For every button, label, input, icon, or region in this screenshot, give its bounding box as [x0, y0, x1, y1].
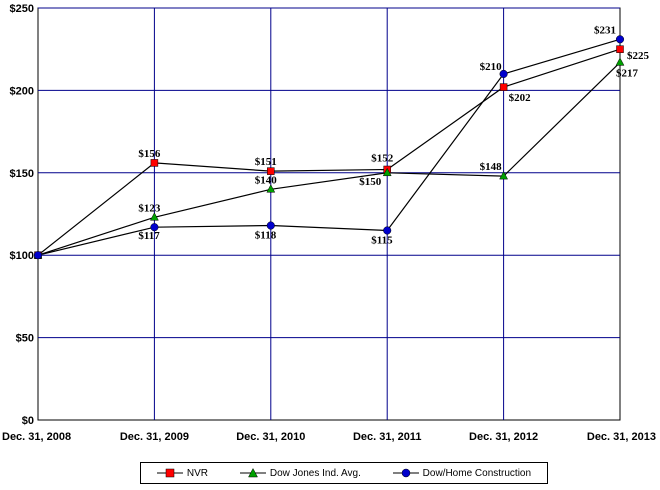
x-tick-label: Dec. 31, 2009: [120, 431, 189, 443]
data-point-square: [150, 159, 159, 167]
x-tick-label: Dec. 31, 2011: [353, 431, 422, 443]
legend-label-dow-jones: Dow Jones Ind. Avg.: [269, 467, 361, 479]
data-point-triangle: [382, 167, 392, 177]
data-label: $152: [371, 153, 394, 165]
series-line: [37, 48, 621, 256]
data-point-triangle: [615, 57, 625, 66]
data-label: $202: [509, 92, 531, 104]
data-point-circle: [499, 69, 508, 78]
legend-label-nvr: NVR: [186, 467, 209, 479]
data-point-circle: [33, 251, 43, 260]
data-point-circle: [383, 226, 392, 235]
circle-marker-icon: [392, 468, 419, 478]
data-label: $148: [480, 161, 503, 173]
data-point-triangle: [499, 171, 509, 180]
y-tick-label: $0: [22, 415, 34, 427]
data-point-circle: [615, 35, 625, 44]
data-label: $140: [255, 174, 277, 186]
x-tick-label: Dec. 31, 2013: [587, 431, 656, 443]
data-label: $156: [138, 148, 161, 160]
y-tick-label: $250: [10, 3, 34, 15]
data-label: $117: [138, 230, 160, 242]
data-label: $151: [255, 156, 277, 168]
y-tick-label: $50: [16, 333, 34, 345]
square-marker-icon: [156, 468, 183, 478]
data-label: $225: [627, 50, 650, 62]
legend-entry-dow-home-construction: Dow/Home Construction: [392, 467, 532, 479]
data-label: $118: [255, 230, 277, 242]
y-tick-label: $100: [10, 250, 34, 262]
legend-entry-nvr: NVR: [156, 467, 209, 479]
y-tick-label: $200: [10, 85, 34, 97]
data-point-triangle: [266, 184, 276, 193]
x-tick-label: Dec. 31, 2008: [2, 431, 71, 443]
data-label: $123: [138, 202, 161, 214]
series-line: [37, 38, 621, 256]
series-line: [37, 61, 621, 256]
plot-area: [37, 7, 621, 421]
y-tick-label: $150: [10, 168, 34, 180]
chart-legend: NVR Dow Jones Ind. Avg. Dow/Home Constru…: [140, 462, 548, 484]
data-label: $150: [359, 176, 382, 188]
data-label: $115: [371, 234, 393, 246]
data-label: $210: [480, 61, 503, 73]
legend-entry-dow-jones: Dow Jones Ind. Avg.: [239, 467, 361, 479]
x-tick-label: Dec. 31, 2010: [236, 431, 305, 443]
data-point-circle: [266, 221, 275, 230]
data-point-square: [616, 45, 624, 53]
data-point-square: [267, 167, 275, 175]
data-point-circle: [150, 223, 159, 232]
data-point-triangle: [149, 212, 159, 221]
line-chart: $0 $50 $100 $150 $200 $250 Dec. 31, 2008 Dec. 3…: [2, 3, 656, 443]
data-label: $231: [594, 24, 616, 36]
triangle-marker-icon: [239, 468, 266, 478]
data-label: $217: [616, 67, 639, 79]
x-tick-label: Dec. 31, 2012: [469, 431, 538, 443]
data-point-square: [499, 83, 508, 91]
legend-label-dow-home-construction: Dow/Home Construction: [422, 467, 532, 479]
